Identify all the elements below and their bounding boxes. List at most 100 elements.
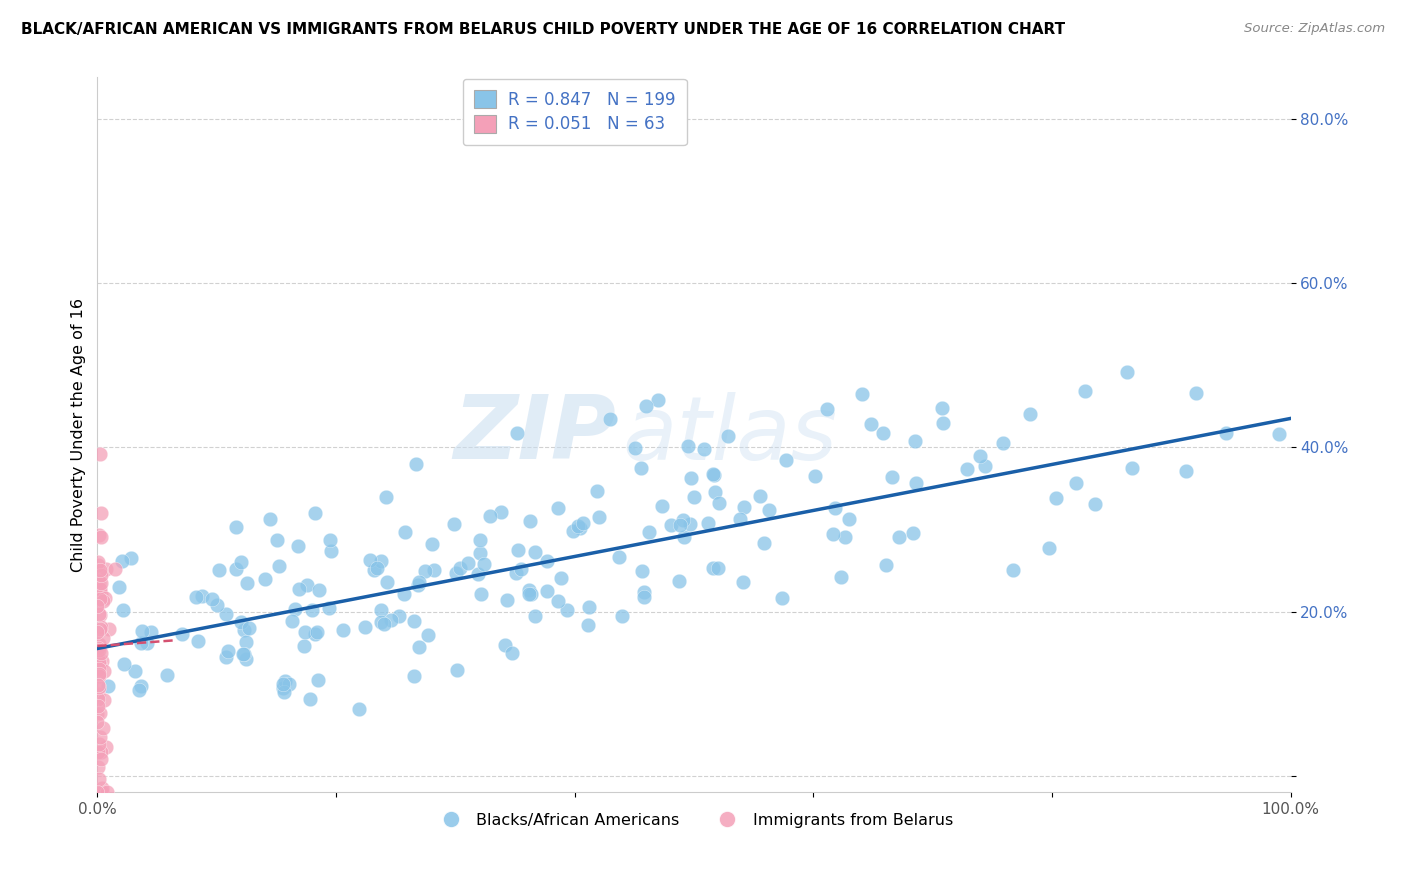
Point xyxy=(129,679,152,693)
Point xyxy=(94,740,117,755)
Point xyxy=(1174,464,1197,478)
Point xyxy=(208,563,231,577)
Point xyxy=(90,780,112,795)
Point xyxy=(1116,365,1139,379)
Point xyxy=(90,752,112,766)
Point xyxy=(135,636,157,650)
Point xyxy=(506,425,529,440)
Point xyxy=(90,620,112,634)
Point xyxy=(408,575,430,590)
Point xyxy=(301,603,323,617)
Point xyxy=(267,559,290,574)
Point xyxy=(633,590,655,604)
Point xyxy=(304,506,326,520)
Point xyxy=(599,411,621,425)
Point xyxy=(693,442,716,456)
Point xyxy=(903,525,925,540)
Point xyxy=(111,554,134,568)
Point xyxy=(86,785,108,799)
Point xyxy=(679,516,702,531)
Point xyxy=(520,587,543,601)
Point xyxy=(318,600,340,615)
Point xyxy=(89,662,111,676)
Point xyxy=(172,627,194,641)
Point xyxy=(547,593,569,607)
Point xyxy=(89,731,111,745)
Point xyxy=(307,625,329,640)
Point xyxy=(955,462,977,476)
Point xyxy=(91,594,114,608)
Point xyxy=(89,706,111,720)
Point xyxy=(586,483,609,498)
Point xyxy=(90,568,112,582)
Point xyxy=(89,622,111,636)
Point xyxy=(96,785,118,799)
Point xyxy=(97,679,120,693)
Point xyxy=(683,491,706,505)
Point xyxy=(281,614,304,628)
Point xyxy=(254,572,277,586)
Point xyxy=(519,586,541,600)
Point xyxy=(661,518,683,533)
Text: ZIP: ZIP xyxy=(454,392,616,478)
Point xyxy=(443,516,465,531)
Point xyxy=(104,562,127,576)
Point xyxy=(413,564,436,578)
Point xyxy=(86,648,108,662)
Point xyxy=(359,552,381,566)
Point xyxy=(86,584,108,599)
Point xyxy=(506,542,529,557)
Point xyxy=(402,669,425,683)
Point xyxy=(87,575,110,590)
Point xyxy=(89,447,111,461)
Point xyxy=(375,490,398,504)
Point xyxy=(87,555,110,569)
Point xyxy=(1018,407,1040,421)
Point xyxy=(236,576,259,591)
Point xyxy=(215,607,238,622)
Point xyxy=(775,453,797,467)
Point xyxy=(235,635,257,649)
Point xyxy=(87,654,110,668)
Point xyxy=(232,648,254,662)
Point xyxy=(630,461,652,475)
Point xyxy=(232,647,254,661)
Point xyxy=(271,677,294,691)
Point xyxy=(536,554,558,568)
Point xyxy=(733,500,755,515)
Point xyxy=(274,673,297,688)
Point xyxy=(524,609,547,624)
Point xyxy=(288,582,311,596)
Point xyxy=(446,663,468,677)
Point xyxy=(406,578,429,592)
Point xyxy=(90,646,112,660)
Point xyxy=(494,638,516,652)
Point xyxy=(408,640,430,654)
Point xyxy=(1038,541,1060,556)
Point xyxy=(87,745,110,759)
Point xyxy=(420,537,443,551)
Point xyxy=(932,416,955,430)
Point xyxy=(668,574,690,588)
Point xyxy=(307,673,329,687)
Point xyxy=(89,582,111,596)
Point xyxy=(90,576,112,591)
Point xyxy=(87,698,110,713)
Point xyxy=(702,467,724,481)
Point xyxy=(87,681,110,695)
Text: BLACK/AFRICAN AMERICAN VS IMMIGRANTS FROM BELARUS CHILD POVERTY UNDER THE AGE OF: BLACK/AFRICAN AMERICAN VS IMMIGRANTS FRO… xyxy=(21,22,1066,37)
Point xyxy=(394,524,416,539)
Point xyxy=(550,571,572,585)
Point xyxy=(373,616,395,631)
Point xyxy=(489,505,512,519)
Point xyxy=(141,624,163,639)
Point xyxy=(1045,491,1067,505)
Y-axis label: Child Poverty Under the Age of 16: Child Poverty Under the Age of 16 xyxy=(72,298,86,572)
Point xyxy=(1001,563,1024,577)
Point xyxy=(717,429,740,443)
Point xyxy=(702,560,724,574)
Point xyxy=(87,558,110,572)
Point xyxy=(108,580,131,594)
Point xyxy=(284,602,307,616)
Point xyxy=(87,678,110,692)
